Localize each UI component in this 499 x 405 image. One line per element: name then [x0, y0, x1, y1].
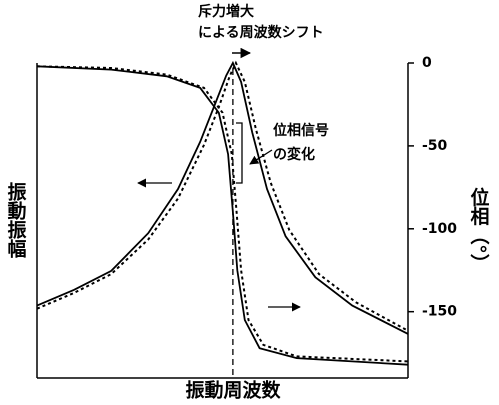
series-line: [36, 60, 409, 332]
x-axis-label: 振動周波数: [185, 379, 281, 402]
y2-tick-label: 0: [422, 55, 432, 71]
series-line: [36, 65, 409, 366]
annotation: 斥力増大: [198, 3, 254, 20]
annotation: の変化: [273, 146, 315, 163]
annotation: 位相信号: [273, 122, 329, 139]
y2-tick-label: -150: [422, 304, 457, 320]
series-line: [36, 60, 409, 335]
y2-tick-label: -100: [422, 221, 457, 237]
annotation: による周波数シフト: [198, 24, 324, 41]
y2-tick-label: -50: [422, 138, 448, 154]
phase-bracket: [236, 122, 243, 184]
series-line: [36, 65, 409, 363]
phase-arrow: [249, 149, 273, 165]
y2-axis-label: 位相（°）: [468, 186, 490, 273]
y-axis-label: 振動振幅: [5, 181, 27, 259]
